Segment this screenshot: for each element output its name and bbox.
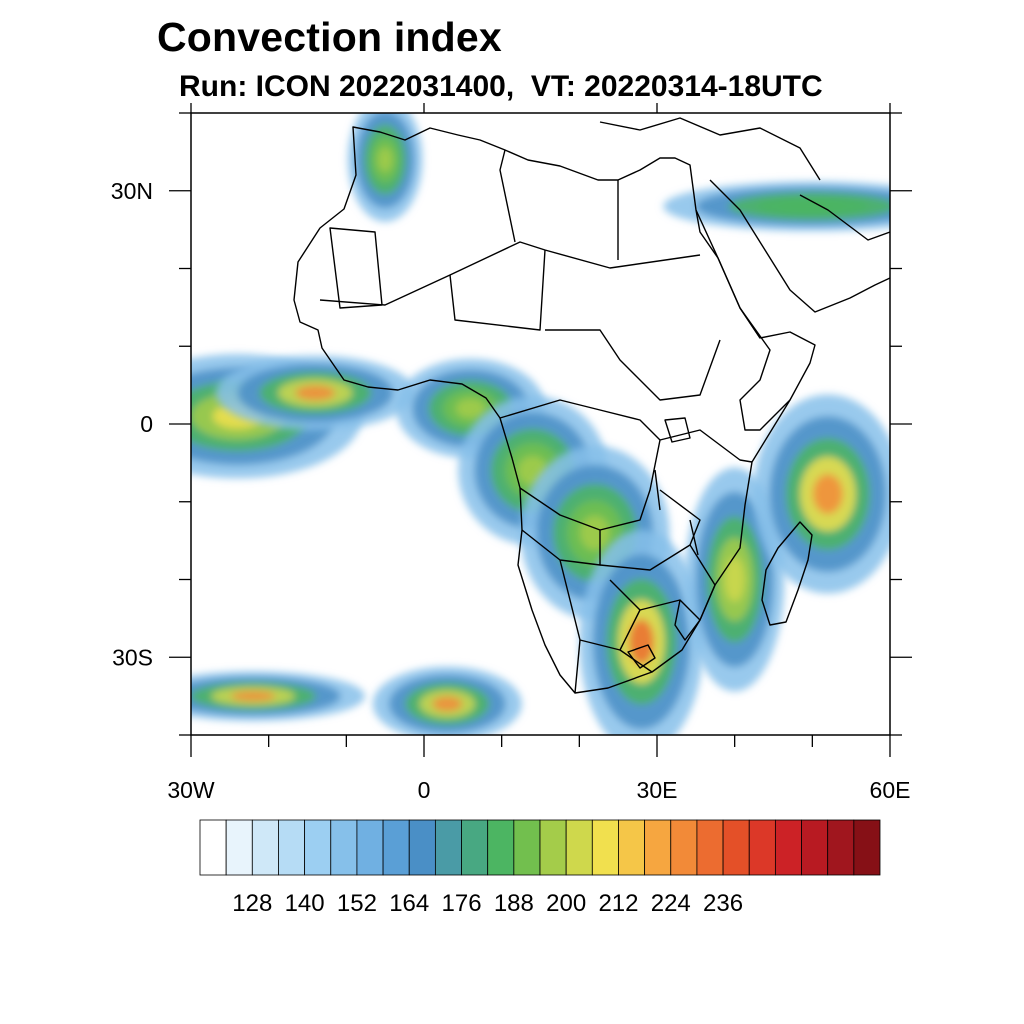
- colorbar-swatch: [461, 819, 489, 876]
- field-contour: [579, 515, 610, 551]
- border-sahel: [319, 241, 701, 306]
- border-algeria-libya: [499, 149, 516, 243]
- colorbar-swatch: [225, 819, 253, 876]
- border-tanzania-kenya: [659, 429, 753, 463]
- plot-title: Convection index: [157, 14, 502, 60]
- border-sudan: [545, 329, 721, 401]
- border-mozambique: [674, 544, 716, 641]
- colorbar-label: 164: [389, 890, 429, 917]
- lon-tick-label: 0: [418, 777, 431, 803]
- lon-tick-label: 30W: [167, 777, 215, 803]
- lake-victoria: [664, 417, 691, 443]
- field-atlantic-equator-east: [215, 355, 415, 431]
- field-contour: [455, 398, 486, 419]
- field-contour: [812, 474, 843, 514]
- colorbar-swatch: [774, 819, 802, 876]
- mediterranean-north: [599, 117, 821, 181]
- lon-tick-label: 30E: [637, 777, 678, 803]
- colorbar-label: 140: [285, 890, 325, 917]
- colorbar-swatch: [487, 819, 515, 876]
- field-mozambique-channel: [684, 467, 785, 692]
- field-southern-africa-band: [579, 529, 704, 735]
- field-contour: [782, 201, 843, 212]
- colorbar-label: 188: [494, 890, 534, 917]
- field-contour: [629, 619, 654, 665]
- lat-tick-label: 30S: [112, 644, 153, 670]
- plot-subtitle: Run: ICON 2022031400, VT: 20220314-18UTC: [179, 70, 823, 103]
- colorbar-swatch: [722, 819, 750, 876]
- colorbar-swatch: [644, 819, 672, 876]
- colorbar-swatch: [356, 819, 384, 876]
- border-ethiopia-somalia: [739, 307, 791, 431]
- border-niger-chad: [449, 249, 546, 331]
- convection-field: [191, 113, 890, 735]
- colorbar-label: 128: [232, 890, 272, 917]
- field-contour: [432, 696, 463, 712]
- colorbar-label: 176: [442, 890, 482, 917]
- field-contour: [295, 385, 336, 401]
- colorbar-swatch: [801, 819, 829, 876]
- field-morocco-atlas: [347, 113, 423, 222]
- colorbar-swatch: [199, 819, 227, 876]
- colorbar-swatch: [696, 819, 724, 876]
- lake-tanganyika: [654, 469, 661, 511]
- lat-tick-label: 0: [140, 411, 153, 437]
- persian-gulf: [799, 194, 890, 241]
- red-sea-west: [695, 209, 761, 339]
- colorbar-swatch: [330, 819, 358, 876]
- colorbar-swatch: [827, 819, 855, 876]
- arabia-coastline: [709, 179, 890, 313]
- lon-tick-label: 60E: [870, 777, 911, 803]
- colorbar-swatch: [618, 819, 646, 876]
- madagascar-coastline: [761, 521, 813, 626]
- field-south-atlantic-east: [372, 666, 522, 735]
- coastlines-and-borders: [293, 117, 890, 694]
- colorbar-swatch: [853, 819, 881, 876]
- colorbar-label: 236: [703, 890, 743, 917]
- colorbar-swatch: [748, 819, 776, 876]
- colorbar-label: 200: [546, 890, 586, 917]
- field-south-atlantic-front: [191, 671, 365, 721]
- lesotho: [627, 644, 656, 669]
- colorbar-label: 152: [337, 890, 377, 917]
- colorbar-label: 224: [651, 890, 691, 917]
- field-middle-east-band: [663, 181, 890, 232]
- border-drc: [499, 399, 661, 531]
- colorbar-swatch: [670, 819, 698, 876]
- field-contour: [377, 147, 393, 173]
- lake-malawi: [689, 519, 699, 556]
- colorbar: 128 140 152 164 176 188 200 212 224 236: [199, 819, 881, 917]
- colorbar-swatch: [565, 819, 593, 876]
- colorbar-swatch: [434, 819, 462, 876]
- border-angola: [521, 529, 601, 566]
- map-axes: 30W 0 30E 60E 30N 0 30S: [111, 103, 912, 803]
- field-contour: [724, 557, 745, 602]
- colorbar-swatch: [591, 819, 619, 876]
- colorbar-swatch: [251, 819, 279, 876]
- colorbar-swatch: [278, 819, 306, 876]
- border-mali: [329, 227, 383, 309]
- colorbar-swatch: [513, 819, 541, 876]
- colorbar-swatch: [304, 819, 332, 876]
- colorbar-swatch: [408, 819, 436, 876]
- colorbar-label: 212: [598, 890, 638, 917]
- colorbar-swatch: [382, 819, 410, 876]
- lat-tick-label: 30N: [111, 178, 153, 204]
- colorbar-swatch: [539, 819, 567, 876]
- field-madagascar-east: [753, 394, 890, 594]
- field-contour: [230, 691, 276, 702]
